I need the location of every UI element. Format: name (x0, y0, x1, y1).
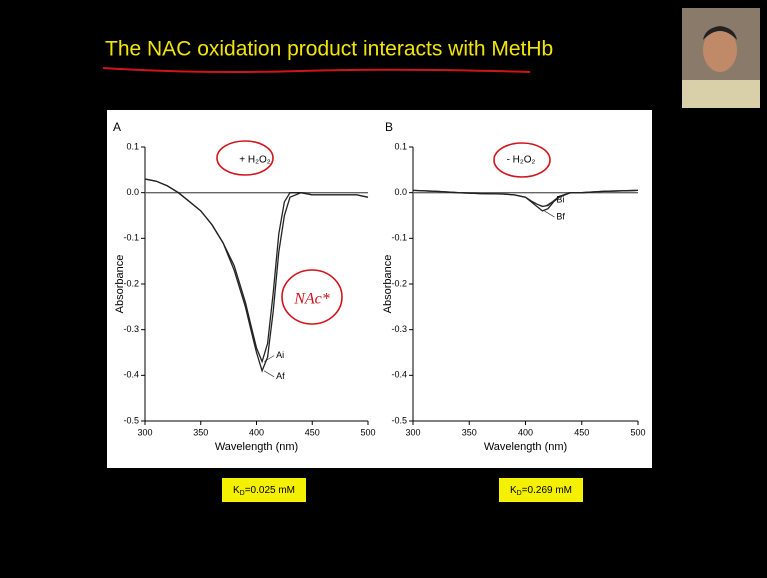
x-tick-label: 450 (574, 427, 589, 437)
kd-value: =0.025 mM (245, 485, 295, 496)
kd-label: KD=0.025 mM (233, 485, 295, 497)
hair (703, 26, 737, 40)
x-tick-label: 350 (462, 427, 477, 437)
x-tick-label: 400 (518, 427, 533, 437)
kd-subscript: D (517, 490, 522, 497)
panel-label: A (113, 120, 121, 134)
x-tick-label: 500 (630, 427, 645, 437)
kd-label: KD=0.269 mM (510, 485, 572, 497)
label-leader (263, 370, 275, 378)
y-tick-label: 0.1 (394, 141, 407, 151)
x-tick-label: 350 (193, 427, 208, 437)
y-tick-label: 0.0 (394, 187, 407, 197)
underline (102, 67, 531, 73)
y-tick-label: -0.4 (391, 370, 407, 380)
y-tick-label: -0.5 (123, 415, 139, 425)
x-tick-label: 300 (405, 427, 420, 437)
y-tick-label: -0.3 (123, 324, 139, 334)
line-label: Bf (556, 211, 565, 221)
y-tick-label: 0.1 (126, 141, 139, 151)
y-tick-label: -0.2 (391, 278, 407, 288)
kd-symbol: K (510, 485, 517, 496)
y-tick-label: -0.4 (123, 370, 139, 380)
y-axis-label: Absorbance (114, 255, 126, 314)
handwritten-circle (281, 269, 343, 325)
line-label: Bi (556, 195, 564, 205)
handwritten-circle (216, 140, 274, 176)
slide-title: The NAC oxidation product interacts with… (105, 38, 553, 61)
y-axis-label: Absorbance (382, 255, 394, 314)
figure-panel (107, 110, 652, 468)
y-tick-label: -0.1 (123, 233, 139, 243)
x-tick-label: 400 (249, 427, 264, 437)
label-leader (544, 200, 555, 207)
face (703, 28, 737, 72)
y-tick-label: -0.2 (123, 278, 139, 288)
x-tick-label: 300 (137, 427, 152, 437)
handwritten-circle (493, 142, 551, 178)
annotation: - H₂O₂ (507, 155, 536, 166)
panel-label: B (385, 120, 393, 134)
label-leader (544, 210, 555, 218)
kd-box (222, 478, 306, 502)
x-axis-label: Wavelength (nm) (215, 441, 298, 453)
kd-value: =0.269 mM (522, 485, 572, 496)
x-axis-label: Wavelength (nm) (484, 441, 567, 453)
kd-symbol: K (233, 485, 240, 496)
line-label: Af (276, 371, 285, 381)
y-tick-label: -0.1 (391, 233, 407, 243)
line-label: Ai (276, 350, 284, 360)
kd-box (499, 478, 583, 502)
presenter-video (682, 8, 760, 108)
annotation: + H₂O₂ (239, 155, 271, 166)
y-tick-label: -0.5 (391, 415, 407, 425)
y-tick-label: -0.3 (391, 324, 407, 334)
x-tick-label: 450 (305, 427, 320, 437)
data-line (412, 189, 639, 212)
x-tick-label: 500 (360, 427, 375, 437)
kd-subscript: D (240, 490, 245, 497)
y-tick-label: 0.0 (126, 187, 139, 197)
shirt (682, 80, 760, 108)
annotation: NAc* (293, 291, 330, 308)
data-line (144, 178, 369, 373)
